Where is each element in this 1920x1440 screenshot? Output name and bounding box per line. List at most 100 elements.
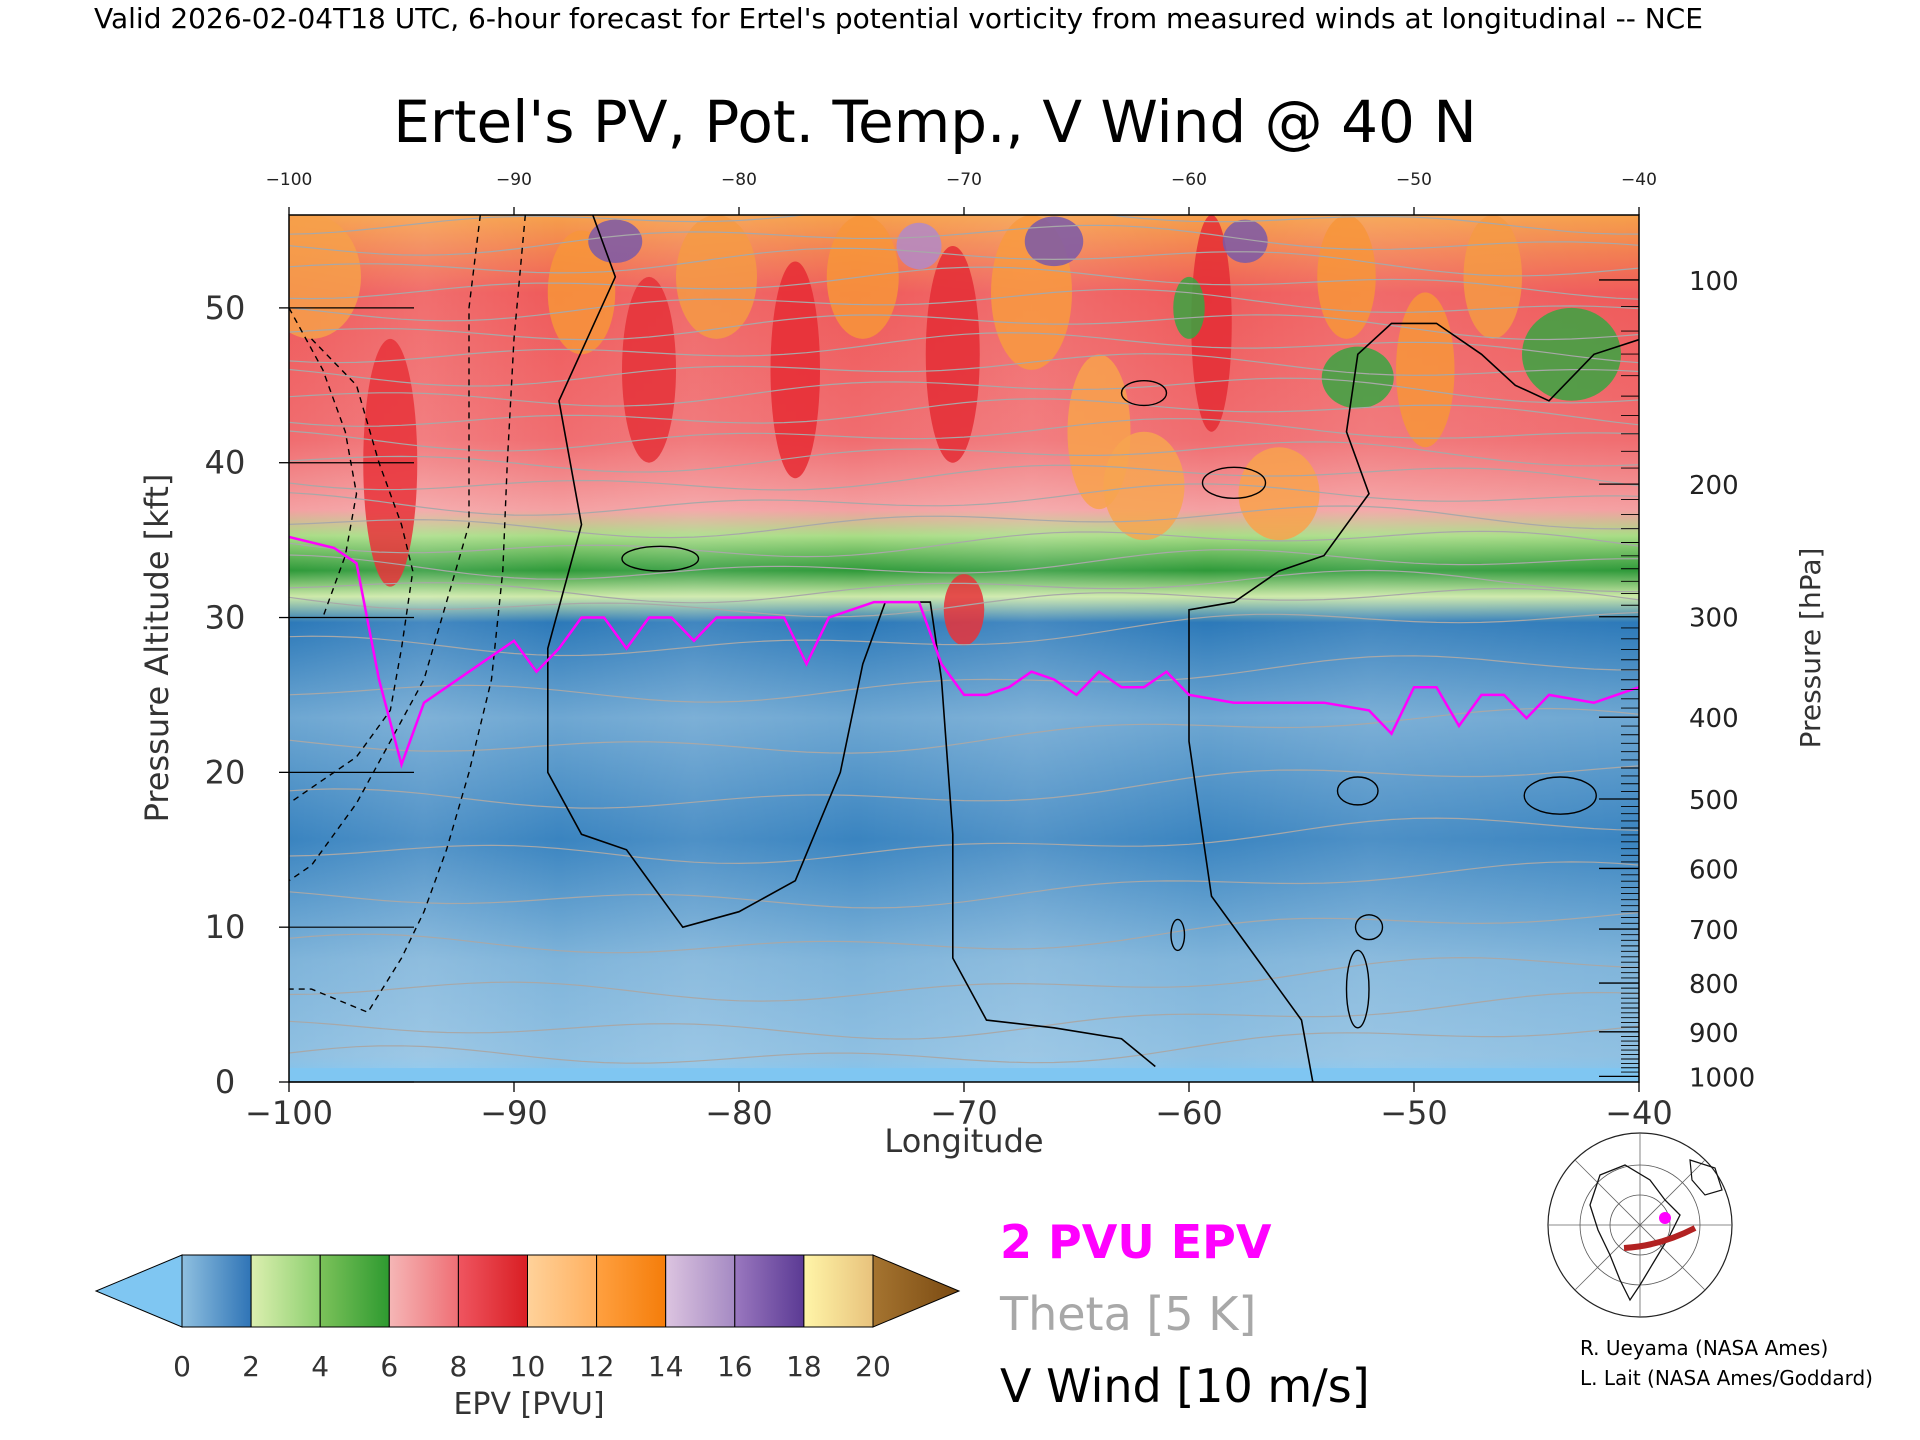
v-wind-contour bbox=[1188, 322, 1639, 1082]
theta-contour bbox=[289, 398, 1639, 427]
pressure-tick-label: 1000 bbox=[1689, 1063, 1755, 1093]
inset-map bbox=[1547, 1132, 1733, 1318]
theta-contour bbox=[289, 377, 1639, 407]
epv-feature bbox=[896, 222, 942, 270]
v-wind-contour bbox=[1170, 918, 1186, 952]
theta-contour bbox=[289, 611, 1639, 657]
inset-map-continent bbox=[1689, 1159, 1723, 1196]
epv-feature bbox=[1024, 216, 1084, 267]
pressure-tick-label: 200 bbox=[1689, 471, 1739, 501]
epv-feature bbox=[943, 574, 985, 646]
colorbar-under-arrow bbox=[94, 1254, 183, 1328]
y-axis-left: 0 10 20 30 40 50 bbox=[205, 289, 414, 1101]
x-top-tick-label: −80 bbox=[721, 170, 757, 190]
x-tick-label: −100 bbox=[245, 1094, 333, 1132]
colorbar-bin bbox=[527, 1254, 598, 1328]
theta-contour bbox=[289, 569, 1639, 604]
forecast-header: Valid 2026-02-04T18 UTC, 6-hour forecast… bbox=[94, 2, 1703, 35]
colorbar-bin bbox=[457, 1254, 528, 1328]
epv-feature bbox=[1321, 346, 1394, 409]
v-wind-contour bbox=[1120, 379, 1168, 407]
pressure-tick-label: 800 bbox=[1689, 970, 1739, 1000]
theta-contour bbox=[289, 353, 1639, 387]
theta-contour bbox=[289, 861, 1639, 909]
pressure-tick-label: 600 bbox=[1689, 855, 1739, 885]
colorbar-tick-label: 4 bbox=[311, 1350, 329, 1383]
epv-feature bbox=[925, 245, 980, 463]
epv-feature bbox=[588, 219, 643, 263]
theta-contour bbox=[289, 1025, 1639, 1064]
colorbar-tick-label: 6 bbox=[380, 1350, 398, 1383]
x-top-tick-label: −100 bbox=[266, 170, 313, 190]
y-tick-label: 40 bbox=[205, 444, 246, 482]
theta-contour bbox=[289, 956, 1639, 1002]
chart-title: Ertel's PV, Pot. Temp., V Wind @ 40 N bbox=[393, 88, 1476, 156]
y-axis-right: 100 200 300 400 500 600 700 800 900 1000 bbox=[1599, 267, 1755, 1093]
colorbar-bin bbox=[596, 1254, 667, 1328]
colorbar-bin bbox=[181, 1254, 252, 1328]
inset-cross-section-path bbox=[1623, 1225, 1697, 1251]
theta-contour bbox=[289, 655, 1639, 703]
colorbar-tick-label: 20 bbox=[855, 1350, 891, 1383]
colorbar-tick-label: 18 bbox=[786, 1350, 822, 1383]
theta-contour bbox=[289, 707, 1639, 754]
legend-theta: Theta [5 K] bbox=[999, 1287, 1256, 1341]
theta-contour bbox=[289, 587, 1639, 618]
pressure-tick-label: 300 bbox=[1689, 604, 1739, 634]
y-tick-label: 10 bbox=[205, 908, 246, 946]
plot-area bbox=[288, 214, 1640, 1083]
colorbar-bin bbox=[803, 1254, 874, 1328]
v-wind-contour bbox=[1354, 914, 1384, 941]
credit-line: R. Ueyama (NASA Ames) bbox=[1580, 1336, 1828, 1360]
theta-contours bbox=[289, 215, 1639, 1064]
pressure-tick-label: 100 bbox=[1689, 267, 1739, 297]
theta-contour bbox=[289, 483, 1639, 516]
two-pvu-line bbox=[289, 535, 1639, 769]
theta-contour bbox=[289, 548, 1639, 580]
x-tick-label: −40 bbox=[1605, 1094, 1673, 1132]
x-tick-label: −80 bbox=[705, 1094, 773, 1132]
y-tick-label: 50 bbox=[205, 289, 246, 327]
colorbar-tick-label: 10 bbox=[510, 1350, 546, 1383]
v-wind-contour bbox=[547, 215, 1156, 1068]
v-wind-contour bbox=[1523, 776, 1597, 815]
epv-feature bbox=[1396, 292, 1455, 448]
x-top-tick-label: −70 bbox=[946, 170, 982, 190]
colorbar-tick-label: 0 bbox=[173, 1350, 191, 1383]
epv-feature bbox=[1238, 447, 1320, 541]
inset-location-marker bbox=[1659, 1212, 1671, 1224]
v-wind-contour bbox=[1201, 466, 1267, 500]
pressure-tick-label: 400 bbox=[1689, 704, 1739, 734]
theta-contour bbox=[289, 911, 1639, 954]
theta-contour bbox=[289, 288, 1639, 322]
epv-feature bbox=[1317, 215, 1376, 339]
y-axis-label-left: Pressure Altitude [kft] bbox=[138, 474, 176, 823]
theta-contour bbox=[289, 418, 1639, 452]
x-axis-label: Longitude bbox=[884, 1122, 1043, 1160]
theta-contour bbox=[289, 464, 1639, 491]
epv-surface-band bbox=[289, 1068, 1639, 1082]
legend: 2 PVU EPV Theta [5 K] V Wind [10 m/s] bbox=[999, 1215, 1370, 1413]
x-top-tick-label: −50 bbox=[1396, 170, 1432, 190]
pressure-tick-label: 500 bbox=[1689, 786, 1739, 816]
theta-contour bbox=[289, 441, 1639, 473]
colorbar-bin bbox=[250, 1254, 321, 1328]
pressure-tick-label: 900 bbox=[1689, 1019, 1739, 1049]
epv-feature bbox=[622, 276, 676, 463]
x-tick-label: −50 bbox=[1380, 1094, 1448, 1132]
colorbar-tick-label: 16 bbox=[717, 1350, 753, 1383]
theta-contour bbox=[289, 765, 1639, 809]
epv-colorbar: 0 2 4 6 8 10 12 14 16 18 20 bbox=[94, 1254, 961, 1383]
theta-contour bbox=[289, 530, 1639, 558]
colorbar-bin bbox=[665, 1254, 736, 1328]
legend-epv: 2 PVU EPV bbox=[1000, 1215, 1272, 1269]
v-wind-contour bbox=[1345, 949, 1370, 1029]
v-wind-contour bbox=[1336, 776, 1379, 806]
epv-feature bbox=[770, 261, 820, 479]
x-tick-label: −90 bbox=[480, 1094, 548, 1132]
colorbar-tick-label: 2 bbox=[242, 1350, 260, 1383]
pressure-tick-label: 700 bbox=[1689, 916, 1739, 946]
y-tick-label: 30 bbox=[205, 599, 246, 637]
theta-contour bbox=[289, 991, 1639, 1040]
